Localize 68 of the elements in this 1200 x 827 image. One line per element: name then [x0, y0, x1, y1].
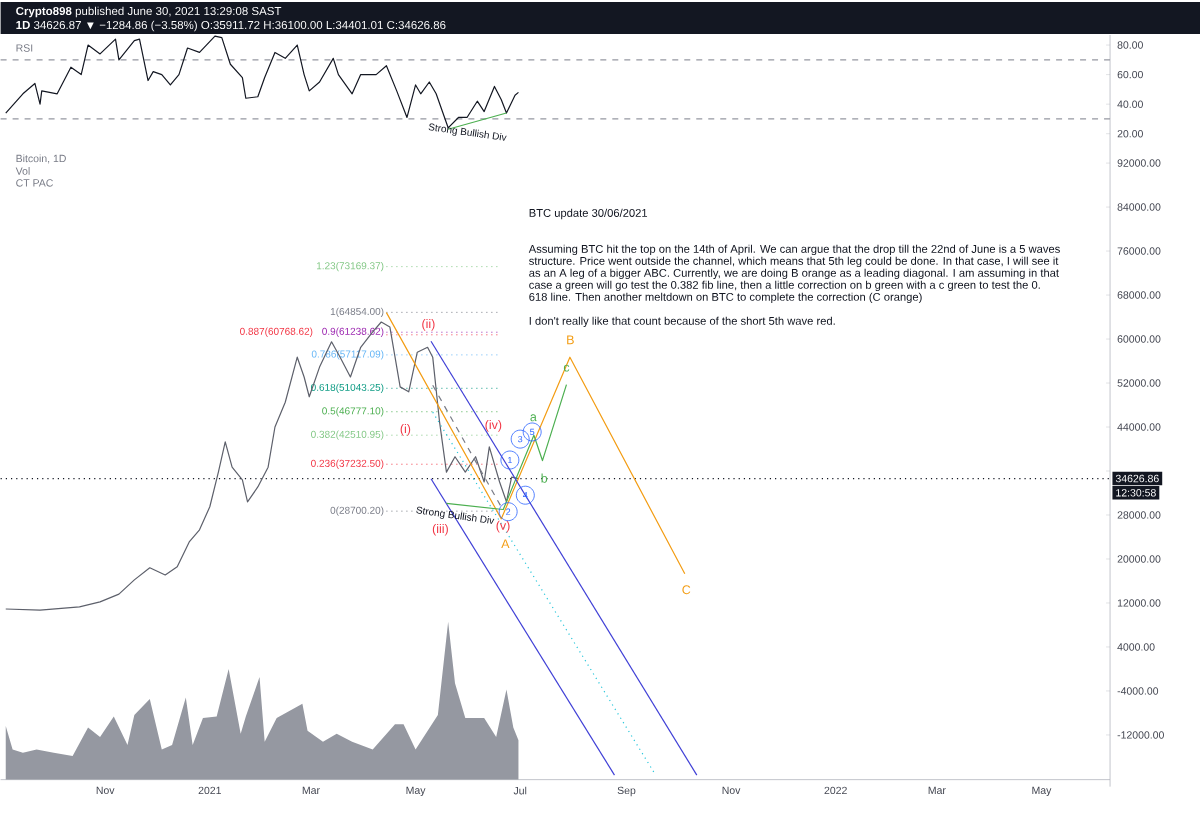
- ref-line-label: 0.887(60768.62): [240, 327, 313, 338]
- x-tick-label: May: [406, 786, 426, 797]
- y-tick-label: 20.00: [1117, 130, 1143, 138]
- x-tick-label: 2021: [198, 786, 221, 795]
- annotation: structure. Price went outside the channel, which means that 5th leg could be done. In that case, I will see it: [529, 256, 1059, 268]
- annotation: Vol: [15, 167, 30, 175]
- chart-title: Crypto898 published June 30, 2021 13:29:08 SAST: [16, 6, 282, 18]
- annotation: BTC update 30/06/2021: [529, 208, 648, 220]
- annotation: (i): [400, 424, 411, 436]
- annotation: (ii): [422, 319, 435, 331]
- annotation: c: [563, 364, 570, 372]
- annotation: Strong Bullish Div: [416, 506, 495, 525]
- ref-line-label: 1.23(73169.37): [316, 262, 384, 272]
- annotation: Assuming BTC hit the top on the 14th of April. We can argue that the drop till the 22nd of June is a 5 waves: [528, 244, 1060, 256]
- y-tick-label: 84000.00: [1117, 203, 1161, 211]
- y-tick-label: -4000.00: [1117, 687, 1159, 695]
- annotation: as an A leg of a bigger ABC. Currently, we are doing B orange as a leading diagonal. I am assuming in that: [529, 268, 1059, 280]
- ref-line-label: 0(28700.20): [330, 506, 384, 516]
- x-tick-label: May: [1032, 786, 1052, 797]
- y-tick-label: 60.00: [1117, 71, 1143, 79]
- x-tick-label: Nov: [722, 786, 741, 795]
- y-tick-label: 28000.00: [1117, 511, 1161, 519]
- y-tick-label: 68000.00: [1117, 291, 1161, 299]
- x-tick-label: 2022: [824, 786, 847, 795]
- annotation: (iii): [432, 524, 448, 536]
- x-tick-label: Sep: [617, 786, 636, 797]
- annotation: case a green will go test the 0.382 fib line, then a little correction on b green with a c green to test the 0.: [529, 280, 1040, 292]
- annotation: 5: [530, 429, 535, 436]
- y-tick-label: 52000.00: [1117, 379, 1161, 387]
- annotation: A: [501, 539, 510, 549]
- ref-line-label: 0.236(37232.50): [311, 459, 384, 470]
- y-tick-label: 92000.00: [1117, 159, 1161, 167]
- annotation: (v): [496, 520, 510, 533]
- x-tick-label: Nov: [96, 786, 115, 795]
- text: 12:30:58: [1116, 489, 1156, 497]
- ref-line-label: 0.5(46777.10): [322, 407, 384, 417]
- x-tick-label: Mar: [928, 786, 946, 795]
- y-tick-label: 60000.00: [1117, 335, 1161, 343]
- ref-line-label: 34626.86: [1115, 475, 1159, 483]
- y-tick-label: 44000.00: [1117, 423, 1161, 431]
- ref-line-label: 0.382(42510.95): [311, 430, 384, 441]
- annotation: I don't really like that count because of the short 5th wave red.: [529, 316, 835, 328]
- y-tick-label: -12000.00: [1117, 731, 1164, 739]
- annotation: 618 line. Then another meltdown on BTC to complete the correction (C orange): [529, 292, 922, 304]
- annotation: C: [682, 585, 691, 595]
- x-tick-label: Mar: [302, 786, 320, 795]
- annotation: 2: [506, 508, 511, 516]
- annotation: 1: [508, 457, 512, 464]
- ref-line-label: 0.618(51043.25): [311, 383, 384, 394]
- y-tick-label: 40.00: [1117, 100, 1143, 109]
- x-tick-label: Jul: [513, 786, 527, 795]
- y-tick-label: 76000.00: [1117, 247, 1161, 255]
- y-tick-label: 12000.00: [1117, 599, 1161, 607]
- annotation: CT PAC: [16, 179, 53, 187]
- annotation: a: [530, 414, 537, 422]
- annotation: 4: [523, 492, 528, 499]
- annotation: B: [567, 335, 574, 345]
- y-tick-label: 4000.00: [1117, 643, 1155, 651]
- y-tick-label: 20000.00: [1117, 555, 1161, 563]
- annotation: 3: [518, 436, 523, 443]
- chart-subtitle: 1D 34626.87 ▼ −1284.86 (−3.58%) O:35911.72 H:36100.00 L:34401.01 C:34626.86: [16, 20, 446, 32]
- annotation: Strong Bullish Div: [428, 123, 507, 141]
- annotation: b: [541, 473, 548, 483]
- ref-line-label: 1(64854.00): [330, 307, 384, 318]
- text: Bitcoin, 1D: [16, 154, 66, 164]
- annotation: (iv): [485, 420, 502, 432]
- y-tick-label: 80.00: [1117, 41, 1143, 49]
- annotation: RSI: [16, 44, 33, 52]
